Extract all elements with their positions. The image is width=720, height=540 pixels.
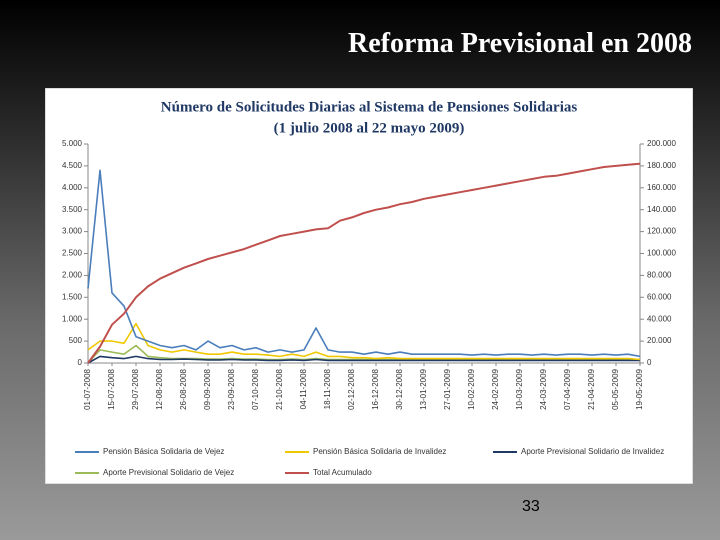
y-tick-label: 2.000 <box>62 271 83 280</box>
y-tick-label: 4.000 <box>62 183 83 192</box>
series-line <box>87 322 641 361</box>
series-line <box>87 162 641 364</box>
y-tick-label: 4.500 <box>62 161 83 170</box>
x-tick-label: 16-12-2008 <box>371 368 380 409</box>
x-tick-label: 05-05-2009 <box>611 368 620 409</box>
y2-tick-label: 100.000 <box>647 249 676 258</box>
legend-label: Aporte Previsional Solidario de Vejez <box>103 468 234 477</box>
x-tick-label: 26-08-2008 <box>179 368 188 409</box>
y-tick-label: 3.000 <box>62 227 83 236</box>
x-tick-label: 01-07-2008 <box>83 368 92 409</box>
x-tick-label: 15-07-2008 <box>107 368 116 409</box>
chart-background <box>45 88 693 484</box>
series-line <box>87 169 641 358</box>
x-tick-label: 07-10-2008 <box>251 368 260 409</box>
x-tick-label: 18-11-2008 <box>323 368 332 409</box>
x-tick-label: 04-11-2008 <box>299 368 308 409</box>
y2-tick-label: 120.000 <box>647 227 676 236</box>
y2-tick-label: 40.000 <box>647 314 672 323</box>
y-tick-label: 3.500 <box>62 205 83 214</box>
legend-label: Pensión Básica Solidaria de Vejez <box>103 447 224 456</box>
x-tick-label: 23-09-2008 <box>227 368 236 409</box>
chart-title: Número de Solicitudes Diarias al Sistema… <box>161 99 578 115</box>
x-tick-label: 02-12-2008 <box>347 368 356 409</box>
y2-tick-label: 0 <box>647 358 652 367</box>
y-tick-label: 500 <box>69 336 83 345</box>
y2-tick-label: 160.000 <box>647 183 676 192</box>
x-tick-label: 12-08-2008 <box>155 368 164 409</box>
x-tick-label: 21-04-2009 <box>587 368 596 409</box>
x-tick-label: 29-07-2008 <box>131 368 140 409</box>
series-line <box>87 355 640 364</box>
slide-title: Reforma Previsional en 2008 <box>348 28 692 59</box>
x-tick-label: 24-02-2009 <box>491 368 500 409</box>
x-tick-label: 09-09-2008 <box>203 368 212 409</box>
y2-tick-label: 20.000 <box>647 336 672 345</box>
y2-tick-label: 60.000 <box>647 292 672 301</box>
y2-tick-label: 80.000 <box>647 271 672 280</box>
x-tick-label: 27-01-2009 <box>443 368 452 409</box>
y-tick-label: 0 <box>78 358 83 367</box>
y2-tick-label: 200.000 <box>647 139 676 148</box>
legend-label: Total Acumulado <box>313 468 372 477</box>
x-tick-label: 19-05-2009 <box>635 368 644 409</box>
x-tick-label: 13-01-2009 <box>419 368 428 409</box>
y-tick-label: 5.000 <box>62 139 83 148</box>
x-tick-label: 10-02-2009 <box>467 368 476 409</box>
x-tick-label: 30-12-2008 <box>395 368 404 409</box>
y2-tick-label: 140.000 <box>647 205 676 214</box>
y2-tick-label: 180.000 <box>647 161 676 170</box>
x-tick-label: 24-03-2009 <box>539 368 548 409</box>
y-tick-label: 2.500 <box>62 249 83 258</box>
chart-subtitle: (1 julio 2008 al 22 mayo 2009) <box>274 120 465 136</box>
legend-label: Pensión Básica Solidaria de Invalidez <box>313 447 446 456</box>
chart: Número de Solicitudes Diarias al Sistema… <box>45 88 693 484</box>
x-tick-label: 21-10-2008 <box>275 368 284 409</box>
page-number: 33 <box>522 498 540 515</box>
y-tick-label: 1.500 <box>62 292 83 301</box>
legend-label: Aporte Previsional Solidario de Invalide… <box>521 447 664 456</box>
x-tick-label: 07-04-2009 <box>563 368 572 409</box>
x-tick-label: 10-03-2009 <box>515 368 524 409</box>
y-tick-label: 1.000 <box>62 314 83 323</box>
